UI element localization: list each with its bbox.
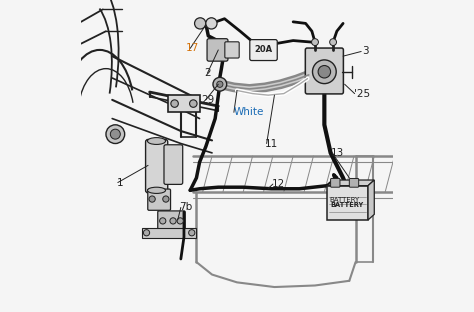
Circle shape [189, 230, 195, 236]
Text: 3: 3 [362, 46, 368, 56]
Circle shape [160, 218, 166, 224]
Circle shape [312, 60, 336, 84]
Polygon shape [328, 180, 374, 186]
FancyBboxPatch shape [328, 186, 368, 220]
Circle shape [194, 18, 206, 29]
FancyBboxPatch shape [305, 48, 343, 94]
Circle shape [177, 218, 183, 224]
FancyBboxPatch shape [158, 211, 185, 231]
Ellipse shape [147, 187, 165, 193]
Ellipse shape [147, 138, 165, 144]
Circle shape [149, 196, 155, 202]
FancyBboxPatch shape [349, 178, 359, 187]
Text: 2: 2 [204, 68, 211, 78]
FancyBboxPatch shape [142, 228, 196, 238]
Circle shape [206, 18, 217, 29]
Circle shape [144, 230, 150, 236]
Text: '25: '25 [354, 89, 370, 99]
Circle shape [217, 81, 223, 87]
Text: 20A: 20A [255, 46, 273, 54]
FancyBboxPatch shape [146, 139, 168, 193]
Circle shape [318, 66, 330, 78]
Circle shape [170, 218, 176, 224]
Text: 13: 13 [330, 148, 344, 158]
FancyBboxPatch shape [330, 178, 340, 187]
Polygon shape [368, 180, 374, 220]
Circle shape [163, 196, 169, 202]
Circle shape [329, 39, 337, 46]
FancyBboxPatch shape [250, 40, 277, 61]
Circle shape [106, 125, 125, 144]
FancyBboxPatch shape [207, 39, 228, 61]
Text: 1: 1 [117, 178, 124, 188]
Circle shape [190, 100, 197, 107]
Text: 17: 17 [185, 43, 199, 53]
Circle shape [213, 77, 227, 91]
Circle shape [311, 39, 319, 46]
Text: 7b: 7b [179, 202, 192, 212]
Text: 29: 29 [201, 95, 214, 105]
Text: 11: 11 [265, 139, 278, 149]
Text: BATTERY: BATTERY [330, 202, 364, 208]
Circle shape [171, 100, 178, 107]
Text: White: White [234, 107, 264, 117]
FancyBboxPatch shape [148, 189, 171, 210]
Text: BATTERY: BATTERY [329, 197, 359, 203]
FancyBboxPatch shape [168, 95, 200, 112]
FancyBboxPatch shape [164, 145, 182, 184]
Text: 12: 12 [271, 179, 284, 189]
Circle shape [110, 129, 120, 139]
FancyBboxPatch shape [225, 42, 239, 58]
